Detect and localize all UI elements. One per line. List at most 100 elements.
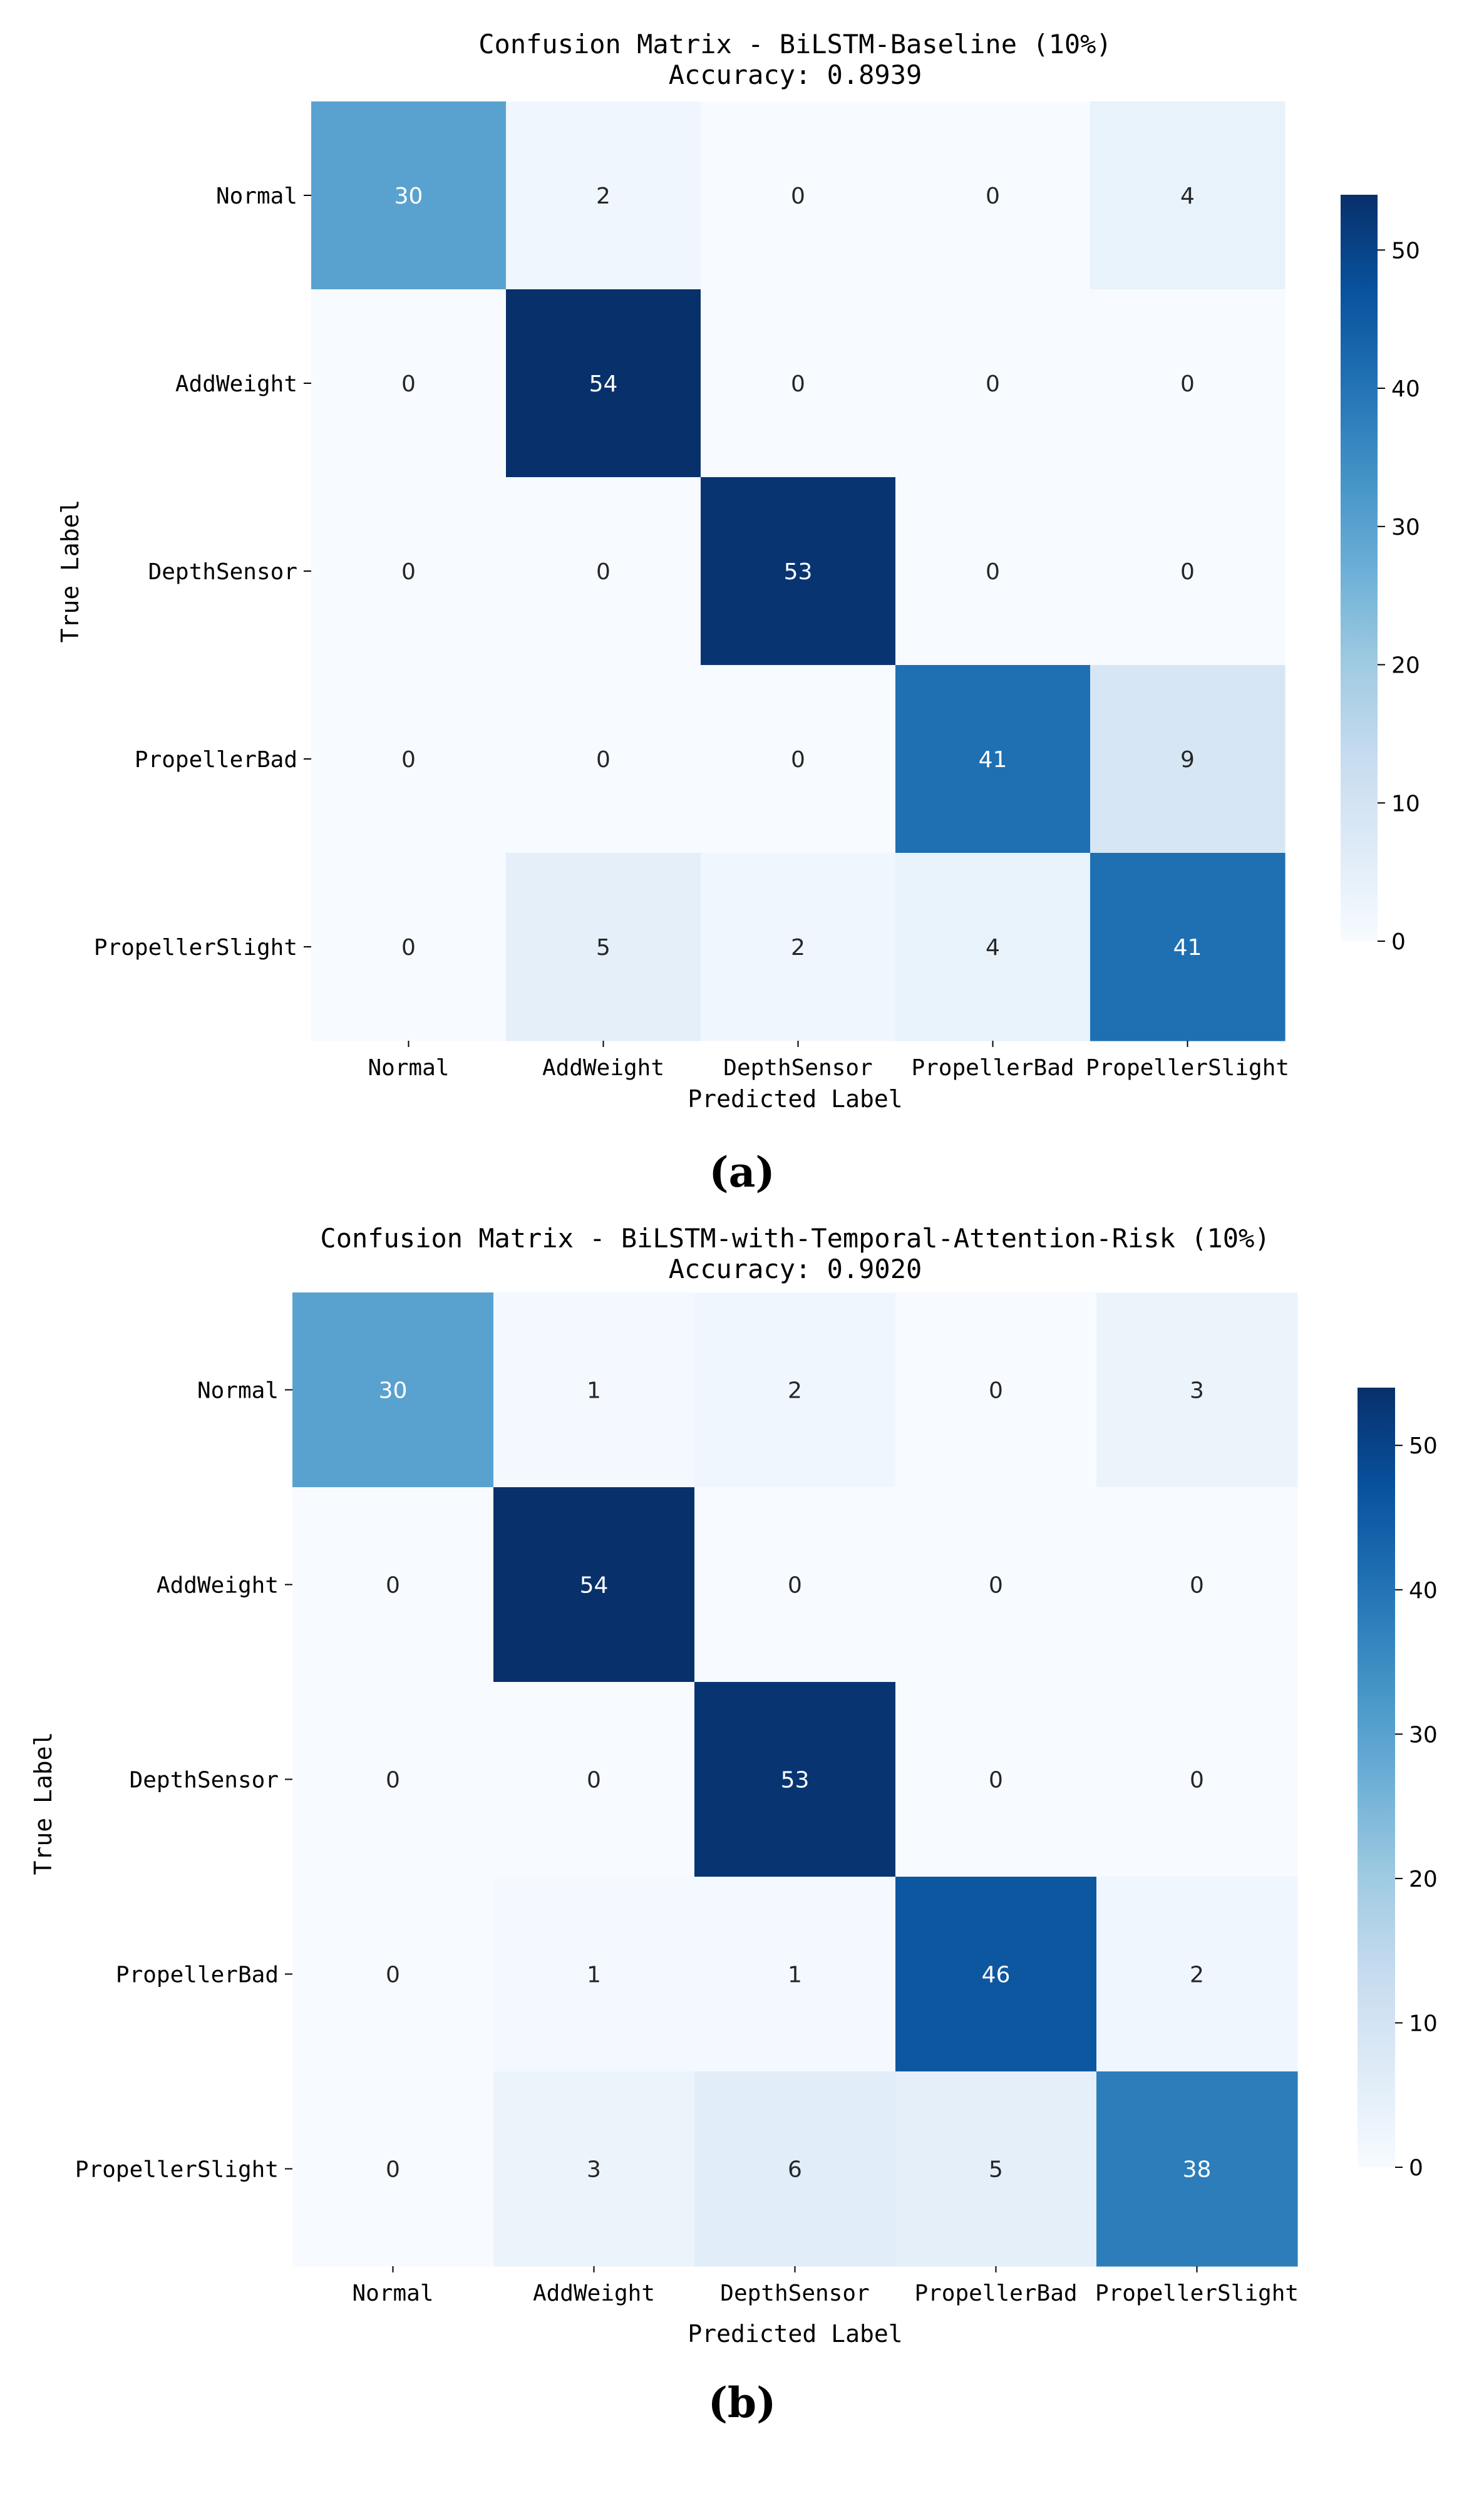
cell-propellerbad-propellerbad bbox=[895, 665, 1091, 853]
cell-value-label: 0 bbox=[1180, 371, 1195, 397]
colorbar-tick-label: 50 bbox=[1391, 238, 1420, 264]
colorbar: 0 10 20 30 40 50 bbox=[1358, 1388, 1438, 2181]
cell-value-label: 0 bbox=[989, 1573, 1003, 1599]
x-tick-label-propellerslight: PropellerSlight bbox=[1086, 1055, 1289, 1081]
y-tick-label-depthsensor: DepthSensor bbox=[148, 559, 297, 585]
cell-value-label: 1 bbox=[587, 1962, 601, 1988]
cell-normal-depthsensor bbox=[701, 101, 896, 290]
x-tick-label-depthsensor: DepthSensor bbox=[723, 1055, 872, 1081]
colorbar-tick-label: 30 bbox=[1409, 1722, 1438, 1748]
cell-value-label: 2 bbox=[788, 1378, 802, 1404]
cell-value-label: 0 bbox=[596, 747, 611, 773]
cell-normal-addweight bbox=[506, 101, 701, 290]
colorbar-gradient bbox=[1358, 1388, 1395, 2167]
cell-depthsensor-depthsensor bbox=[694, 1682, 896, 1877]
cell-value-label: 2 bbox=[1190, 1962, 1204, 1988]
cell-value-label: 0 bbox=[1180, 559, 1195, 585]
cell-value-label: 0 bbox=[1190, 1573, 1204, 1599]
x-tick-label-addweight: AddWeight bbox=[542, 1055, 664, 1081]
y-tick-label-addweight: AddWeight bbox=[175, 371, 297, 397]
cell-value-label: 46 bbox=[982, 1962, 1011, 1988]
cell-value-label: 0 bbox=[401, 747, 416, 773]
y-axis-label: True Label bbox=[56, 500, 84, 643]
colorbar-tick-label: 0 bbox=[1391, 929, 1406, 955]
cell-propellerslight-propellerbad bbox=[895, 853, 1091, 1041]
cell-value-label: 0 bbox=[386, 1962, 400, 1988]
cell-value-label: 30 bbox=[394, 183, 423, 209]
cell-labels: 30 2 0 0 4 0 54 0 0 0 0 0 53 0 0 0 0 0 41 9 0 5 2 4 41 bbox=[394, 183, 1202, 961]
cell-value-label: 0 bbox=[596, 559, 611, 585]
chart-title: Confusion Matrix - BiLSTM-with-Temporal-… bbox=[320, 1223, 1270, 1254]
cell-depthsensor-propellerslight bbox=[1090, 477, 1286, 666]
x-tick-label-normal: Normal bbox=[352, 2281, 433, 2306]
cell-value-label: 0 bbox=[386, 1573, 400, 1599]
y-tick-label-propellerslight: PropellerSlight bbox=[75, 2157, 279, 2183]
y-tick-labels: Normal AddWeight DepthSensor PropellerBad Pr… bbox=[94, 183, 311, 961]
cell-propellerslight-propellerslight bbox=[1090, 853, 1286, 1041]
cell-normal-propellerbad bbox=[895, 1292, 1097, 1488]
cell-propellerslight-propellerslight bbox=[1096, 2071, 1298, 2267]
cell-normal-propellerslight bbox=[1090, 101, 1286, 290]
colorbar-tick-label: 20 bbox=[1391, 653, 1420, 679]
cell-value-label: 2 bbox=[791, 935, 805, 961]
cell-addweight-propellerbad bbox=[895, 1487, 1097, 1683]
colorbar-tick-label: 20 bbox=[1409, 1867, 1438, 1892]
x-axis-label: Predicted Label bbox=[688, 1085, 902, 1113]
cell-depthsensor-propellerslight bbox=[1096, 1682, 1298, 1877]
y-tick-label-propellerbad: PropellerBad bbox=[135, 747, 297, 773]
cell-propellerbad-normal bbox=[292, 1877, 494, 2072]
x-tick-label-addweight: AddWeight bbox=[533, 2281, 655, 2306]
x-tick-label-propellerbad: PropellerBad bbox=[911, 1055, 1074, 1081]
panel-caption: (a) bbox=[709, 1148, 775, 1197]
cell-propellerbad-propellerbad bbox=[895, 1877, 1097, 2072]
cell-value-label: 0 bbox=[386, 2157, 400, 2183]
cell-propellerslight-normal bbox=[292, 2071, 494, 2267]
cell-normal-normal bbox=[292, 1292, 494, 1488]
cell-value-label: 41 bbox=[979, 747, 1007, 773]
x-tick-labels: Normal AddWeight DepthSensor PropellerBad Pr… bbox=[368, 1041, 1289, 1081]
cell-normal-depthsensor bbox=[694, 1292, 896, 1488]
chart-subtitle: Accuracy: 0.9020 bbox=[669, 1254, 922, 1284]
x-tick-label-propellerslight: PropellerSlight bbox=[1095, 2281, 1299, 2306]
cell-depthsensor-propellerbad bbox=[895, 1682, 1097, 1877]
cell-value-label: 53 bbox=[781, 1768, 810, 1793]
colorbar-tick-label: 10 bbox=[1391, 791, 1420, 817]
cell-depthsensor-addweight bbox=[493, 1682, 695, 1877]
cell-value-label: 0 bbox=[986, 371, 1000, 397]
cell-value-label: 0 bbox=[791, 183, 805, 209]
cell-propellerslight-addweight bbox=[506, 853, 701, 1041]
cell-value-label: 3 bbox=[587, 2157, 601, 2183]
heatmap-cells bbox=[292, 1292, 1298, 2267]
cell-value-label: 38 bbox=[1183, 2157, 1212, 2183]
chart-subtitle: Accuracy: 0.8939 bbox=[669, 59, 922, 90]
colorbar-tick-label: 40 bbox=[1409, 1578, 1438, 1604]
cell-propellerbad-normal bbox=[311, 665, 507, 853]
y-tick-label-propellerslight: PropellerSlight bbox=[94, 935, 297, 961]
cell-addweight-normal bbox=[311, 289, 507, 478]
x-tick-labels: Normal AddWeight DepthSensor PropellerBad Pr… bbox=[352, 2266, 1299, 2306]
cell-propellerbad-propellerslight bbox=[1096, 1877, 1298, 2072]
cell-value-label: 0 bbox=[401, 371, 416, 397]
cell-propellerslight-depthsensor bbox=[694, 2071, 896, 2267]
colorbar-tick-label: 30 bbox=[1391, 515, 1420, 540]
y-tick-label-normal: Normal bbox=[197, 1378, 279, 1404]
y-tick-label-propellerbad: PropellerBad bbox=[116, 1962, 279, 1988]
panel-b-temporal-attention: Confusion Matrix - BiLSTM-with-Temporal-… bbox=[29, 1223, 1438, 2427]
cell-value-label: 0 bbox=[989, 1378, 1003, 1404]
cell-labels: 30 1 2 0 30 54 0 0 00 0 53 0 00 1 1 46 20 3 6 5 38 bbox=[379, 1378, 1212, 2183]
cell-depthsensor-normal bbox=[292, 1682, 494, 1877]
x-tick-label-normal: Normal bbox=[368, 1055, 449, 1081]
cell-value-label: 30 bbox=[379, 1378, 408, 1404]
cell-value-label: 5 bbox=[989, 2157, 1003, 2183]
x-tick-label-depthsensor: DepthSensor bbox=[720, 2281, 869, 2306]
cell-value-label: 54 bbox=[580, 1573, 609, 1599]
y-tick-label-normal: Normal bbox=[216, 183, 297, 209]
cell-addweight-depthsensor bbox=[694, 1487, 896, 1683]
cell-addweight-normal bbox=[292, 1487, 494, 1683]
cell-value-label: 3 bbox=[1190, 1378, 1204, 1404]
y-axis-label: True Label bbox=[29, 1732, 57, 1875]
cell-depthsensor-addweight bbox=[506, 477, 701, 666]
cell-addweight-addweight bbox=[493, 1487, 695, 1683]
cell-value-label: 41 bbox=[1173, 935, 1202, 961]
